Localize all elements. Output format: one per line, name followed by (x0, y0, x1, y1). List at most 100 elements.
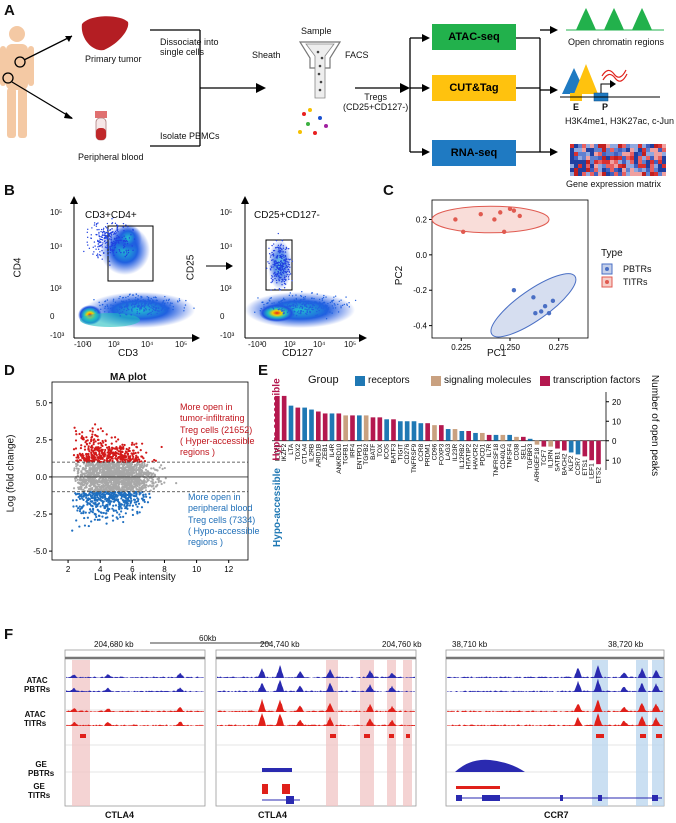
flow-dot (288, 261, 290, 263)
peak-call (80, 734, 86, 738)
flow-dot (118, 250, 121, 252)
flow-dot (320, 303, 322, 305)
flow-dot (270, 289, 272, 291)
flow-dot (313, 297, 315, 300)
flow-dot (269, 268, 272, 270)
heatmap-cell (626, 156, 630, 160)
flow-dot (102, 229, 105, 231)
flow-dot (299, 299, 302, 301)
flow-dot (323, 294, 325, 297)
ma-point (110, 436, 113, 439)
ma-point (175, 482, 178, 485)
heatmap-cell (618, 160, 622, 164)
flow-dot (306, 309, 308, 311)
heatmap-cell (646, 156, 650, 160)
flow-dot (111, 250, 114, 252)
pca-ytick-label: -0.4 (413, 322, 427, 331)
flow-dot (102, 242, 104, 244)
flow-dot (278, 279, 280, 282)
ma-point (131, 504, 134, 507)
ma-point (105, 433, 108, 436)
flow-dot (105, 231, 108, 234)
flow-dot (136, 311, 139, 313)
flow-dot (282, 303, 284, 306)
flow-dot (325, 304, 327, 307)
flow-dot (274, 264, 276, 267)
flow-dot (132, 228, 134, 231)
flow-dot (348, 306, 350, 308)
heatmap-cell (614, 144, 618, 148)
heatmap-cell (622, 152, 626, 156)
heatmap-cell (602, 152, 606, 156)
flow-dot (105, 235, 108, 237)
heatmap-cell (574, 160, 578, 164)
flow-dot (139, 309, 141, 311)
flow-dot (120, 305, 123, 308)
cd3-tick: 10⁴ (141, 340, 154, 349)
ma-point (77, 506, 80, 510)
flow-dot (289, 305, 292, 307)
flow-dot (257, 297, 259, 299)
flow-dot (321, 299, 324, 301)
flow-dot (295, 301, 297, 304)
flow-dot (126, 303, 128, 305)
flow-dot (116, 228, 119, 231)
flow-dot (271, 276, 274, 278)
ma-point (98, 518, 101, 521)
cut-tag-box: CUT&Tag (432, 75, 516, 101)
ma-point (158, 466, 161, 469)
ma-point (101, 515, 104, 518)
flow-dot (286, 304, 289, 306)
heatmap-cell (578, 168, 582, 172)
sample-label: Sample (301, 26, 332, 36)
heatmap-cell (606, 172, 610, 176)
ma-point (101, 453, 105, 456)
flow-dot (300, 295, 303, 298)
flow-dot (140, 306, 143, 309)
heatmap-cell (614, 148, 618, 152)
ma-point (133, 501, 136, 504)
heatmap-cell (642, 144, 646, 148)
peak-call (364, 734, 370, 738)
flow-dot (282, 278, 284, 280)
heatmap-cell (618, 152, 622, 156)
cd4-tick: 10⁴ (50, 242, 63, 251)
heatmap-cell (622, 164, 626, 168)
flow-dot (284, 275, 286, 277)
flow-dot (164, 309, 166, 311)
flow-dot (283, 309, 285, 312)
heatmap-cell (570, 160, 574, 164)
heatmap-cell (638, 148, 642, 152)
flow-dot (273, 263, 276, 266)
scale-60kb: 60kb (199, 634, 217, 643)
heatmap-cell (582, 164, 586, 168)
flow-dot (277, 306, 279, 308)
ma-point (116, 511, 119, 514)
flow-dot (123, 245, 126, 248)
heatmap-cell (630, 156, 634, 160)
flow-dot (277, 308, 280, 311)
flow-dot (325, 313, 327, 315)
coord-204740: 204,740 kb (260, 640, 300, 649)
ma-point (82, 510, 85, 513)
flow-dot (304, 308, 306, 310)
heatmap-cell (570, 148, 574, 152)
flow-dot (132, 294, 135, 296)
flow-dot (280, 309, 282, 311)
ma-point (145, 484, 148, 487)
flow-dot (304, 301, 306, 303)
flow-dot (284, 278, 286, 281)
heatmap-cell (634, 156, 638, 160)
flow-dot (273, 260, 275, 262)
isolate-label: Isolate PBMCs (160, 131, 220, 141)
flow-dot (106, 299, 109, 301)
peak-call (596, 734, 604, 738)
flow-dot (109, 246, 111, 248)
flow-dot (111, 222, 113, 225)
flow-dot (110, 245, 112, 248)
pca-xtick-label: 0.225 (451, 343, 472, 352)
flow-dot (128, 294, 131, 296)
heatmap-cell (626, 144, 630, 148)
flow-dot (155, 303, 157, 306)
